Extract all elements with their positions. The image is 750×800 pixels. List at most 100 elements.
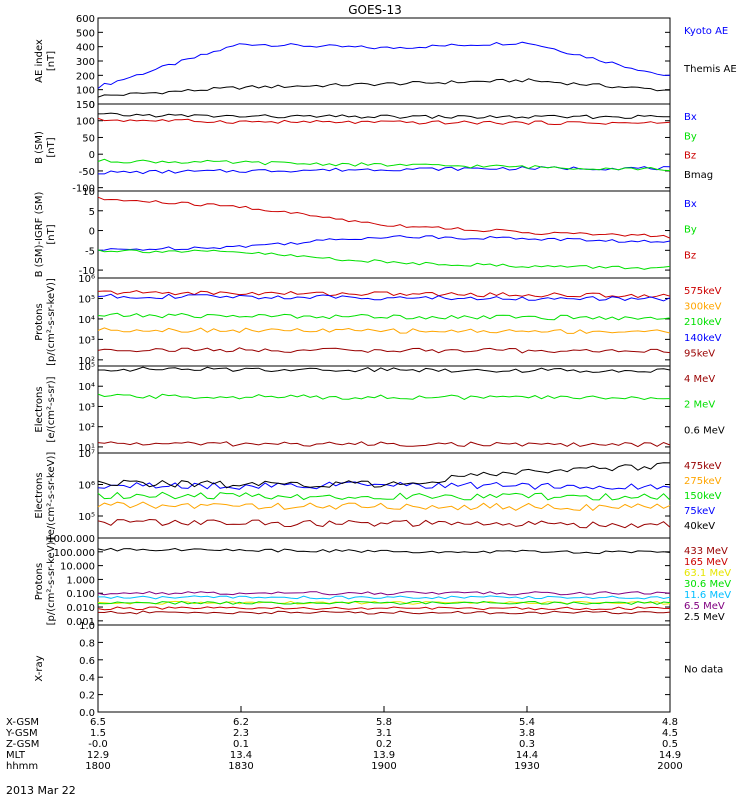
x-row-value: 0.3 [519,739,535,750]
x-row-value: 14.9 [659,750,681,761]
y-tick-label: 50 [82,133,95,144]
legend-bx: Bx [684,112,697,123]
y-axis-unit: [e/(cm²-s-sr)] [46,376,57,442]
x-row-value: 6.2 [233,717,249,728]
series-line-140kev [97,293,671,302]
panel-frame [97,190,671,279]
y-axis-label: B (SM)-IGRF (SM) [34,192,45,278]
x-row-value: 3.8 [519,728,535,739]
y-tick-label: 0.0 [79,708,95,719]
y-tick-label: 10⁵ [78,362,95,373]
y-tick-label: 10² [78,423,95,434]
y-tick-label: 0.001 [66,617,95,628]
x-row-value: 1.5 [90,728,106,739]
y-tick-label: 0 [89,150,95,161]
y-tick-label: 10.000 [60,562,95,573]
x-row-value: -0.0 [88,739,108,750]
legend-475kev: 475keV [684,461,722,472]
y-tick-label: 0.6 [79,656,95,667]
series-line-bz [97,196,671,239]
panel-frame [97,277,671,367]
no-data-note: No data [684,665,723,676]
series-line-by [97,249,671,270]
series-line-275kev [97,501,671,512]
legend-bz: Bz [684,151,696,162]
y-tick-label: 0.4 [79,673,95,684]
series-line-bx [98,166,671,175]
legend-433-mev: 433 MeV [684,546,728,557]
legend-275kev: 275keV [684,476,722,487]
series-line-150kev [97,491,671,501]
panel-frame [97,537,671,626]
y-tick-label: 10⁴ [78,315,95,326]
x-row-value: 5.4 [519,717,535,728]
x-row-value: 12.9 [87,750,109,761]
x-row-label-z-gsm: Z-GSM [6,739,39,750]
y-tick-label: 100.000 [54,548,95,559]
series-line-kyoto-ae [97,41,671,89]
series-line-433-mev [97,610,671,615]
legend-0-6-mev: 0.6 MeV [684,425,725,436]
y-tick-label: 10¹ [78,443,95,454]
date-label: 2013 Mar 22 [6,784,76,797]
x-row-value: 2.3 [233,728,249,739]
x-row-value: 3.1 [376,728,392,739]
y-tick-label: 500 [76,28,95,39]
legend-2-5-mev: 2.5 MeV [684,612,725,623]
y-axis-unit: [e/(cm²-s-sr-keV)] [46,452,57,540]
series-line-bx [97,235,671,251]
x-row-value: 4.8 [662,717,678,728]
y-axis-label: Electrons [34,472,45,518]
legend-11-6-mev: 11.6 MeV [684,590,731,601]
y-tick-label: 100 [76,86,95,97]
y-tick-label: -50 [79,167,95,178]
y-tick-label: 100 [76,117,95,128]
y-tick-label: 1000.000 [47,534,95,545]
y-tick-label: 0.010 [66,603,95,614]
x-row-value: 1830 [228,761,253,772]
x-row-value: 2000 [657,761,682,772]
y-tick-label: 0 [89,227,95,238]
panel-1: 0 100 200 300 400 500 600 AE index [nT] Kyoto AE T… [34,14,737,111]
y-axis-label: AE index [34,39,45,83]
series-line-165-mev [97,606,671,611]
panel-3: -10 -5 0 5 10 B (SM)-IGRF (SM) [nT] Bx By Bz [34,187,697,279]
y-tick-label: 0.2 [79,691,95,702]
legend-4-mev: 4 MeV [684,374,715,385]
legend-by: By [684,225,697,236]
y-axis-label: B (SM) [34,131,45,164]
y-tick-label: 10⁶ [78,480,95,491]
series-line-95kev [97,347,671,354]
legend-30-6-mev: 30.6 MeV [684,579,731,590]
y-tick-label: 150 [76,100,95,111]
series-line-bmag [97,112,670,120]
panel-5: 10¹ 10² 10³ 10⁴ 10⁵ Electrons [e/(cm²-s-sr)] 4 … [34,362,725,454]
legend-themis-ae: Themis AE [683,64,737,75]
y-tick-label: -5 [85,246,95,257]
x-row-value: 1900 [371,761,396,772]
x-row-value: 1930 [514,761,539,772]
series-line-2-mev [97,393,671,401]
y-tick-label: 10² [78,356,95,367]
legend-bz: Bz [684,250,696,261]
x-row-label-hhmm: hhmm [6,761,38,772]
x-row-value: 4.5 [662,728,678,739]
panel-frame [97,103,671,192]
y-axis-unit: [nT] [46,137,57,157]
series-line-300kev [97,327,671,334]
series-line-11-6-mev [98,595,671,600]
legend-bmag: Bmag [684,170,713,181]
y-axis-unit: [nT] [46,51,57,71]
y-axis-label: Protons [34,563,45,600]
legend-by: By [684,131,697,142]
panel-frame [97,365,671,454]
y-tick-label: 300 [76,57,95,68]
legend-kyoto-ae: Kyoto AE [684,26,728,37]
x-row-value: 6.5 [90,717,106,728]
legend-165-mev: 165 MeV [684,557,728,568]
x-row-value: 0.5 [662,739,678,750]
legend-140kev: 140keV [684,333,722,344]
y-tick-label: 10³ [78,335,95,346]
y-tick-label: 1.0 [79,621,95,632]
